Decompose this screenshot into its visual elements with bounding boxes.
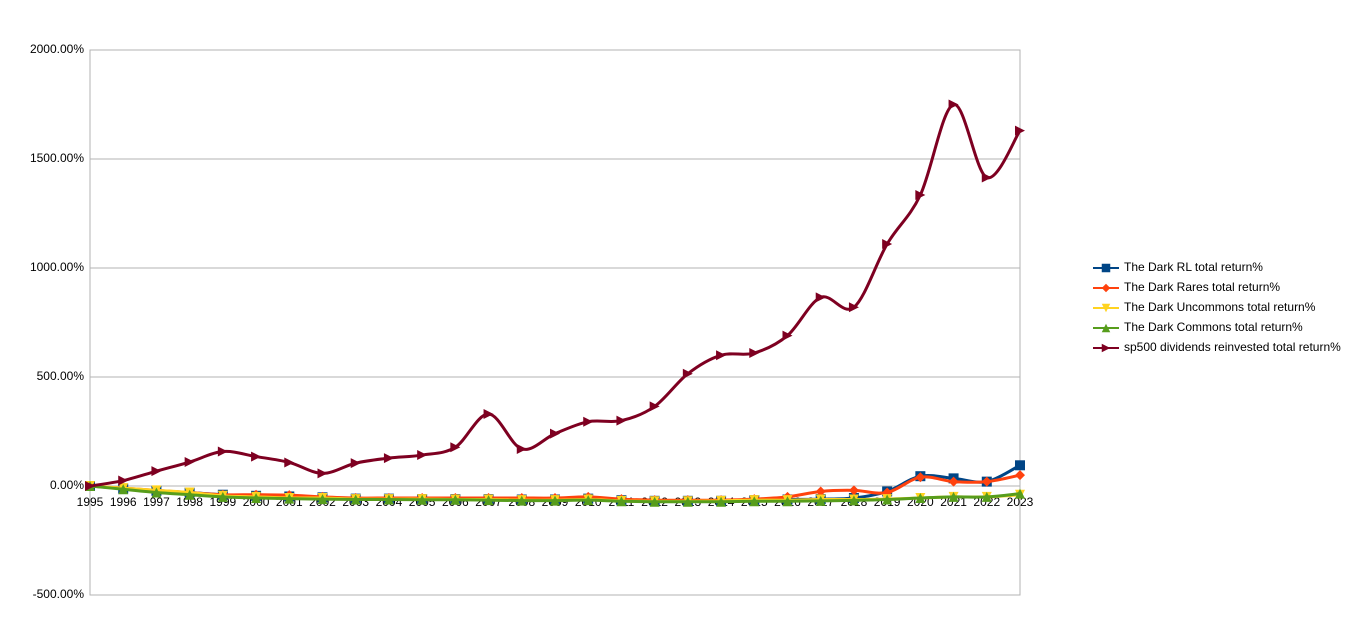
marker xyxy=(848,302,859,313)
marker xyxy=(1101,323,1111,333)
legend-label: The Dark Rares total return% xyxy=(1124,280,1280,294)
x-tick-label: 1995 xyxy=(77,495,104,509)
y-tick-label: 1000.00% xyxy=(30,260,84,274)
plot-frame xyxy=(89,49,1021,596)
x-tick-label: 2021 xyxy=(940,495,967,509)
marker xyxy=(649,496,660,507)
marker xyxy=(417,450,428,461)
legend-label: sp500 dividends reinvested total return% xyxy=(1124,340,1341,354)
marker xyxy=(981,172,992,183)
y-tick-label: 1500.00% xyxy=(30,151,84,165)
marker xyxy=(915,492,926,503)
series-line xyxy=(89,103,1022,488)
y-tick-label: 500.00% xyxy=(37,369,85,383)
marker xyxy=(1015,125,1025,136)
marker xyxy=(284,457,295,468)
marker xyxy=(882,239,893,250)
marker xyxy=(616,415,627,426)
marker xyxy=(350,494,361,505)
marker xyxy=(682,496,693,507)
marker xyxy=(848,485,859,496)
marker xyxy=(782,330,793,341)
marker xyxy=(981,476,992,487)
y-tick-label: 0.00% xyxy=(50,478,84,492)
marker xyxy=(815,495,826,506)
marker xyxy=(948,491,959,502)
marker xyxy=(217,446,228,457)
marker xyxy=(915,189,926,200)
marker xyxy=(350,458,361,469)
marker xyxy=(516,443,527,454)
marker xyxy=(815,292,826,303)
x-tick-label: 1996 xyxy=(110,495,137,509)
marker xyxy=(1015,460,1025,471)
y-tick-label: 2000.00% xyxy=(30,42,84,56)
marker xyxy=(483,495,494,506)
marker xyxy=(151,487,162,498)
marker xyxy=(483,409,494,420)
marker xyxy=(118,475,129,486)
marker xyxy=(251,492,262,503)
marker xyxy=(749,348,760,359)
y-tick-label: -500.00% xyxy=(33,587,85,601)
x-tick-label: 2023 xyxy=(1007,495,1034,509)
marker xyxy=(815,486,826,497)
marker xyxy=(450,442,461,453)
marker xyxy=(383,453,394,464)
marker xyxy=(317,468,328,479)
marker xyxy=(317,494,328,505)
marker xyxy=(848,495,859,506)
marker xyxy=(782,496,793,507)
legend-label: The Dark Uncommons total return% xyxy=(1124,300,1316,314)
marker xyxy=(217,491,228,502)
marker xyxy=(716,496,727,507)
marker xyxy=(1101,343,1111,353)
marker xyxy=(1101,263,1111,273)
marker xyxy=(550,428,560,439)
marker xyxy=(184,457,195,468)
marker xyxy=(948,476,959,487)
marker xyxy=(716,350,727,361)
marker xyxy=(649,401,660,412)
marker xyxy=(915,472,926,483)
marker xyxy=(151,466,162,477)
marker xyxy=(682,368,693,379)
marker xyxy=(616,496,627,507)
marker xyxy=(383,494,394,505)
marker xyxy=(583,416,594,427)
marker xyxy=(882,494,893,505)
x-tick-label: 1997 xyxy=(143,495,170,509)
marker xyxy=(417,494,428,505)
marker xyxy=(284,493,295,504)
marker xyxy=(1101,283,1111,293)
marker xyxy=(1015,488,1025,499)
marker xyxy=(85,481,95,491)
marker xyxy=(749,496,760,507)
marker xyxy=(583,495,594,506)
x-tick-label: 2022 xyxy=(973,495,1000,509)
marker xyxy=(516,495,527,506)
marker xyxy=(450,494,461,505)
marker xyxy=(1101,303,1111,313)
legend-label: The Dark Commons total return% xyxy=(1124,320,1303,334)
marker xyxy=(948,99,959,110)
x-tick-label: 1998 xyxy=(176,495,203,509)
marker xyxy=(118,484,129,495)
marker xyxy=(550,495,560,506)
marker xyxy=(184,489,195,500)
marker xyxy=(1015,470,1025,481)
marker xyxy=(251,451,262,462)
marker xyxy=(981,491,992,502)
legend-label: The Dark RL total return% xyxy=(1124,260,1263,274)
